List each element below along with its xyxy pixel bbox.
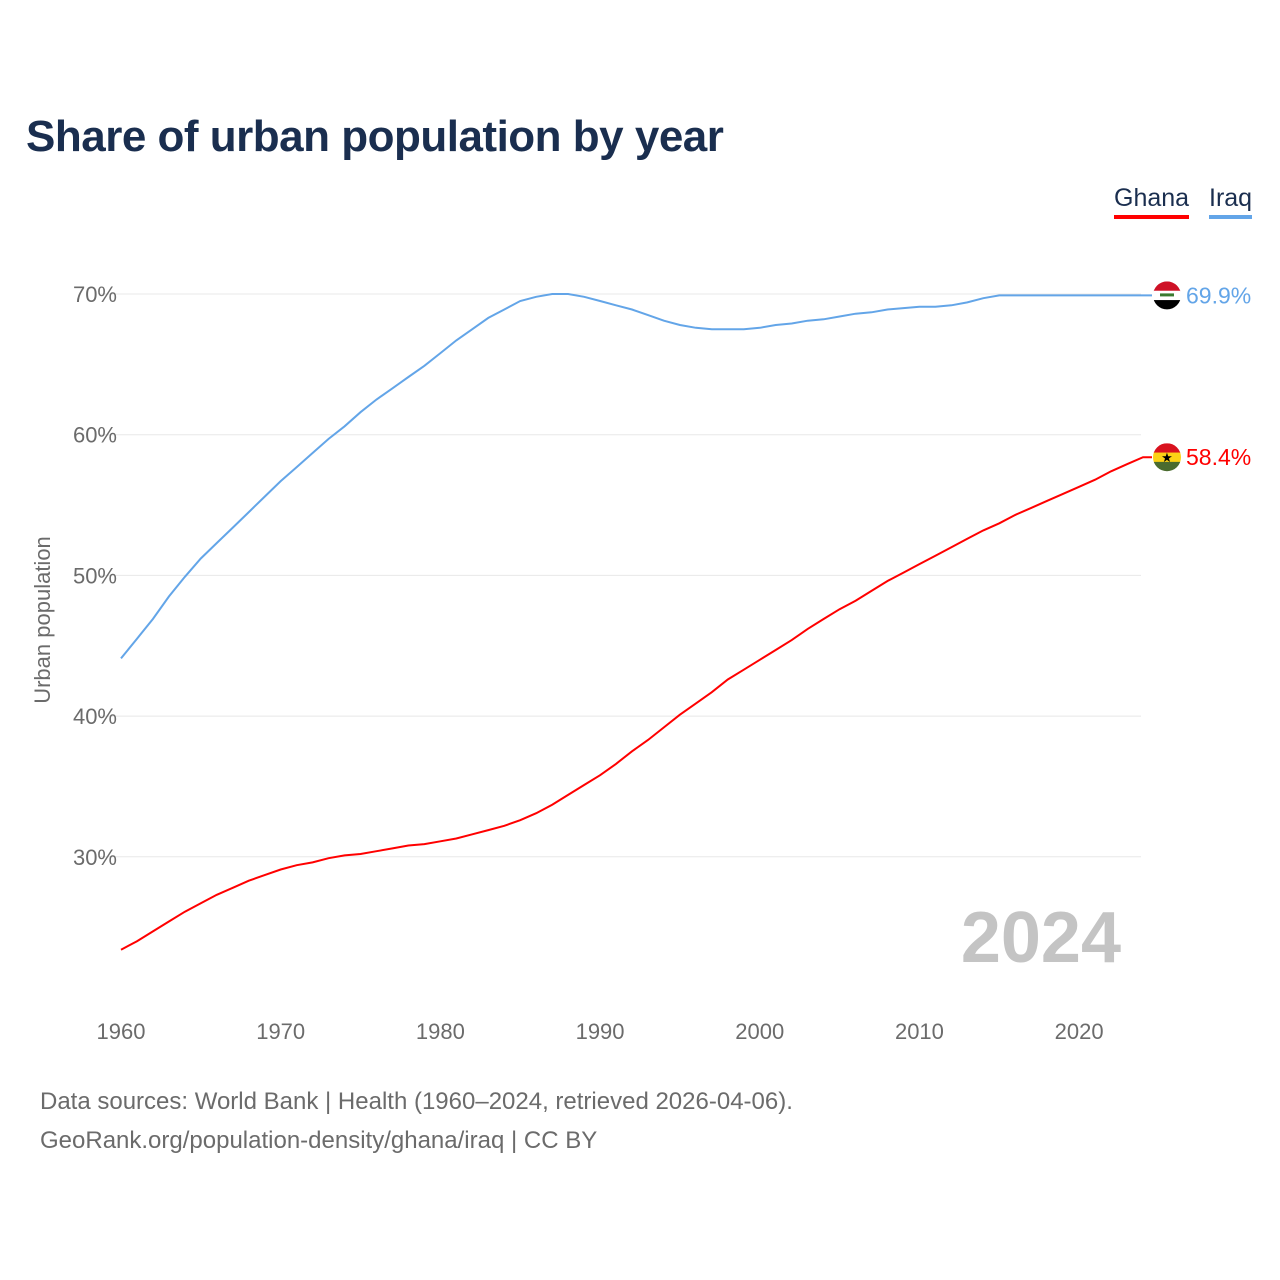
y-axis-label: Urban population [30, 536, 55, 704]
x-tick-label: 2000 [735, 1019, 784, 1044]
source-link[interactable]: GeoRank.org/population-density/ghana/ira… [40, 1127, 598, 1154]
year-watermark: 2024 [961, 898, 1121, 978]
x-tick-label: 1970 [256, 1019, 305, 1044]
y-tick-label: 40% [73, 704, 117, 729]
legend-item-iraq[interactable]: Iraq [1209, 184, 1253, 219]
end-value-label-ghana: 58.4% [1186, 444, 1251, 470]
series-line-ghana [120, 456, 1152, 951]
end-value-label-iraq: 69.9% [1186, 282, 1251, 308]
data-source-note: Data sources: World Bank | Health (1960–… [40, 1088, 793, 1115]
y-tick-label: 70% [73, 282, 117, 307]
legend-item-ghana[interactable]: Ghana [1114, 184, 1190, 219]
x-tick-label: 2020 [1055, 1019, 1104, 1044]
flag-ghana-icon: ★ [1153, 443, 1181, 472]
x-tick-label: 2010 [895, 1019, 944, 1044]
y-tick-label: 30% [73, 845, 117, 870]
x-tick-label: 1990 [576, 1019, 625, 1044]
series-line-iraq [120, 293, 1152, 660]
chart-title: Share of urban population by year [26, 112, 724, 161]
x-tick-label: 1960 [97, 1019, 146, 1044]
svg-text:★: ★ [1161, 450, 1173, 465]
x-tick-label: 1980 [416, 1019, 465, 1044]
y-tick-label: 60% [73, 423, 117, 448]
y-tick-label: 50% [73, 563, 117, 588]
flag-iraq-icon [1153, 281, 1181, 310]
